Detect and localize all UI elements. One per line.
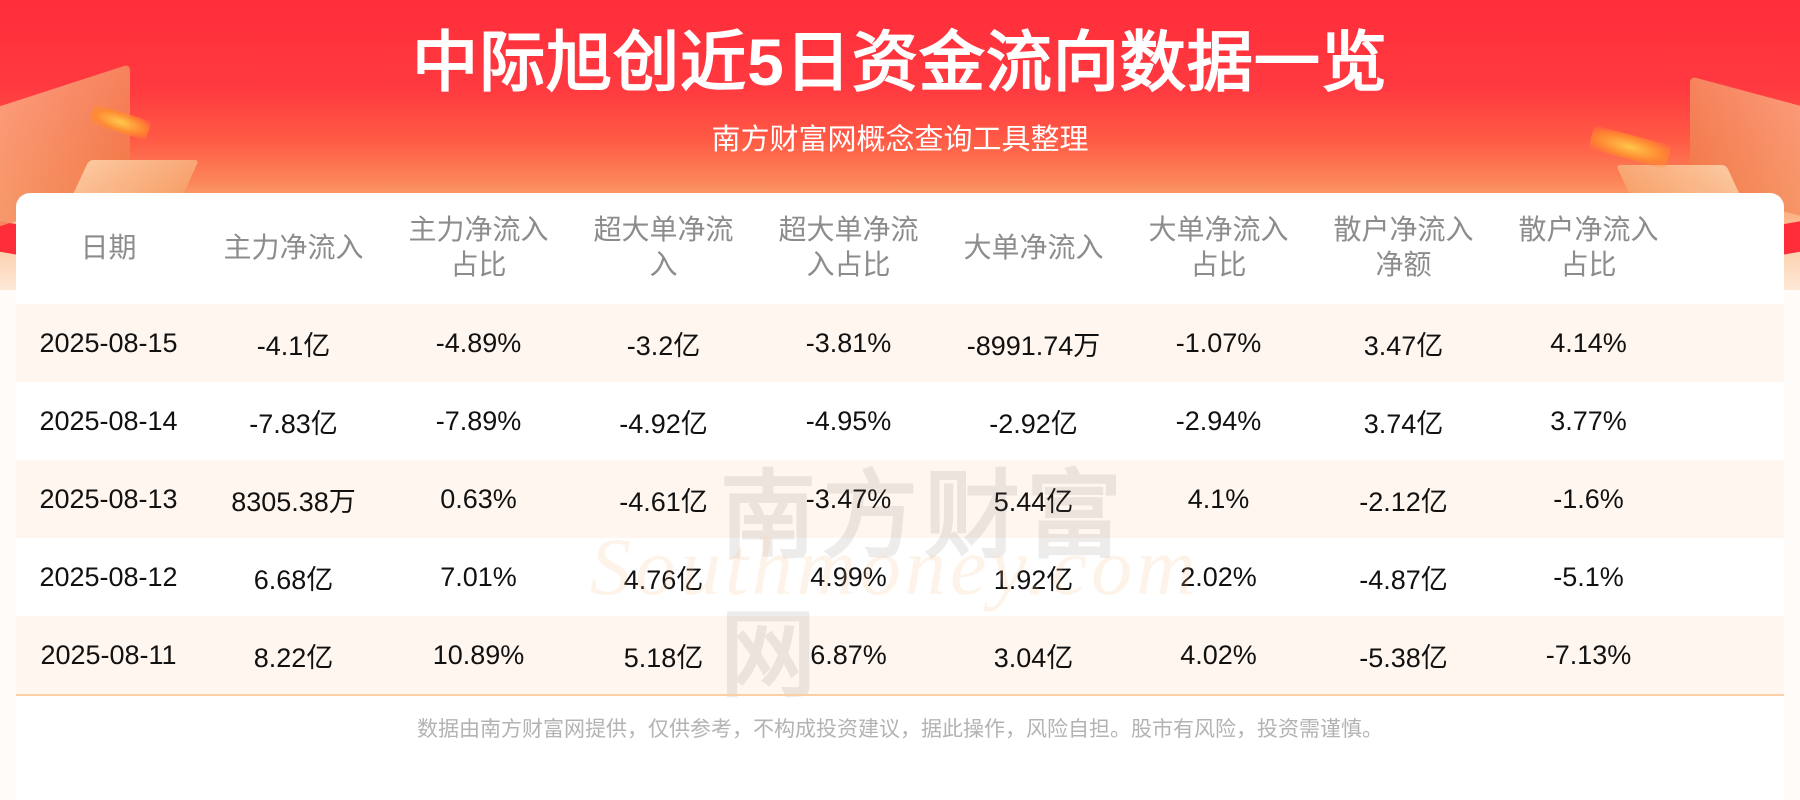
cell-main-inflow-ratio: 7.01% <box>440 561 517 592</box>
cell-main-inflow: 8.22亿 <box>253 642 334 673</box>
cell-large-order-inflow: -8991.74万 <box>966 330 1101 361</box>
column-header-retail-ratio: 散户净流入 占比 <box>1518 214 1659 280</box>
cell-xl-order-ratio: 6.87% <box>810 639 887 670</box>
cell-xl-order-inflow: 4.76亿 <box>623 564 704 595</box>
cell-main-inflow-ratio: 0.63% <box>440 483 517 514</box>
cell-main-inflow-ratio: -4.89% <box>435 327 522 358</box>
cell-retail-ratio: 4.14% <box>1550 327 1627 358</box>
cell-main-inflow: -4.1亿 <box>256 330 331 361</box>
table-body: 2025-08-15 -4.1亿 -4.89% -3.2亿 -3.81% -89… <box>16 304 1784 694</box>
cell-xl-order-ratio: -3.47% <box>805 483 892 514</box>
column-header-xl-order-inflow: 超大单净流 入 <box>593 214 734 280</box>
cell-date: 2025-08-13 <box>39 483 178 514</box>
page-title: 中际旭创近5日资金流向数据一览 <box>412 25 1388 99</box>
cell-retail-inflow: 3.74亿 <box>1363 408 1444 439</box>
column-header-large-order-inflow: 大单净流入 <box>963 231 1104 263</box>
cell-main-inflow: -7.83亿 <box>249 408 338 439</box>
column-header-main-inflow: 主力净流入 <box>223 231 364 263</box>
cell-retail-ratio: 3.77% <box>1550 405 1627 436</box>
cell-large-order-inflow: 5.44亿 <box>993 486 1074 517</box>
table-bottom-divider <box>16 694 1784 696</box>
cell-xl-order-ratio: -3.81% <box>805 327 892 358</box>
cell-main-inflow: 6.68亿 <box>253 564 334 595</box>
cell-retail-ratio: -7.13% <box>1545 639 1632 670</box>
cell-large-order-inflow: 1.92亿 <box>993 564 1074 595</box>
cell-large-order-ratio: -1.07% <box>1175 327 1262 358</box>
cell-xl-order-inflow: -3.2亿 <box>626 330 701 361</box>
cell-retail-ratio: -5.1% <box>1553 561 1624 592</box>
cell-retail-inflow: -4.87亿 <box>1359 564 1448 595</box>
cell-large-order-ratio: -2.94% <box>1175 405 1262 436</box>
cell-large-order-inflow: 3.04亿 <box>993 642 1074 673</box>
cell-retail-ratio: -1.6% <box>1553 483 1624 514</box>
cell-retail-inflow: -5.38亿 <box>1359 642 1448 673</box>
cell-date: 2025-08-15 <box>39 327 178 358</box>
column-header-date: 日期 <box>80 231 137 263</box>
cell-large-order-ratio: 2.02% <box>1180 561 1257 592</box>
table-row: 2025-08-11 8.22亿 10.89% 5.18亿 6.87% 3.04… <box>16 616 1784 694</box>
column-header-retail-inflow: 散户净流入 净额 <box>1333 214 1474 280</box>
table-row: 2025-08-15 -4.1亿 -4.89% -3.2亿 -3.81% -89… <box>16 304 1784 382</box>
cell-large-order-ratio: 4.1% <box>1187 483 1250 514</box>
cell-main-inflow-ratio: -7.89% <box>435 405 522 436</box>
cell-retail-inflow: -2.12亿 <box>1359 486 1448 517</box>
cell-date: 2025-08-14 <box>39 405 178 436</box>
table-row: 2025-08-14 -7.83亿 -7.89% -4.92亿 -4.95% -… <box>16 382 1784 460</box>
cell-main-inflow-ratio: 10.89% <box>432 639 525 670</box>
table-row: 2025-08-12 6.68亿 7.01% 4.76亿 4.99% 1.92亿… <box>16 538 1784 616</box>
page-subtitle: 南方财富网概念查询工具整理 <box>711 124 1089 156</box>
cell-xl-order-inflow: -4.61亿 <box>619 486 708 517</box>
cell-xl-order-inflow: -4.92亿 <box>619 408 708 439</box>
cell-xl-order-ratio: 4.99% <box>810 561 887 592</box>
table-row: 2025-08-13 8305.38万 0.63% -4.61亿 -3.47% … <box>16 460 1784 538</box>
cell-retail-inflow: 3.47亿 <box>1363 330 1444 361</box>
column-header-main-inflow-ratio: 主力净流入 占比 <box>408 214 549 280</box>
cell-date: 2025-08-11 <box>40 639 177 670</box>
data-table-card: 日期 主力净流入 主力净流入 占比 超大单净流 入 超大单净流 入占比 大单净流… <box>16 193 1784 800</box>
cell-xl-order-inflow: 5.18亿 <box>623 642 704 673</box>
table-header: 日期 主力净流入 主力净流入 占比 超大单净流 入 超大单净流 入占比 大单净流… <box>16 193 1784 301</box>
cell-large-order-ratio: 4.02% <box>1180 639 1257 670</box>
cell-date: 2025-08-12 <box>39 561 178 592</box>
disclaimer-text: 数据由南方财富网提供，仅供参考，不构成投资建议，据此操作，风险自担。股市有风险，… <box>417 718 1383 741</box>
cell-xl-order-ratio: -4.95% <box>805 405 892 436</box>
column-header-large-order-ratio: 大单净流入 占比 <box>1148 214 1289 280</box>
cell-large-order-inflow: -2.92亿 <box>989 408 1078 439</box>
column-header-xl-order-ratio: 超大单净流 入占比 <box>778 214 919 280</box>
cell-main-inflow: 8305.38万 <box>231 486 356 517</box>
